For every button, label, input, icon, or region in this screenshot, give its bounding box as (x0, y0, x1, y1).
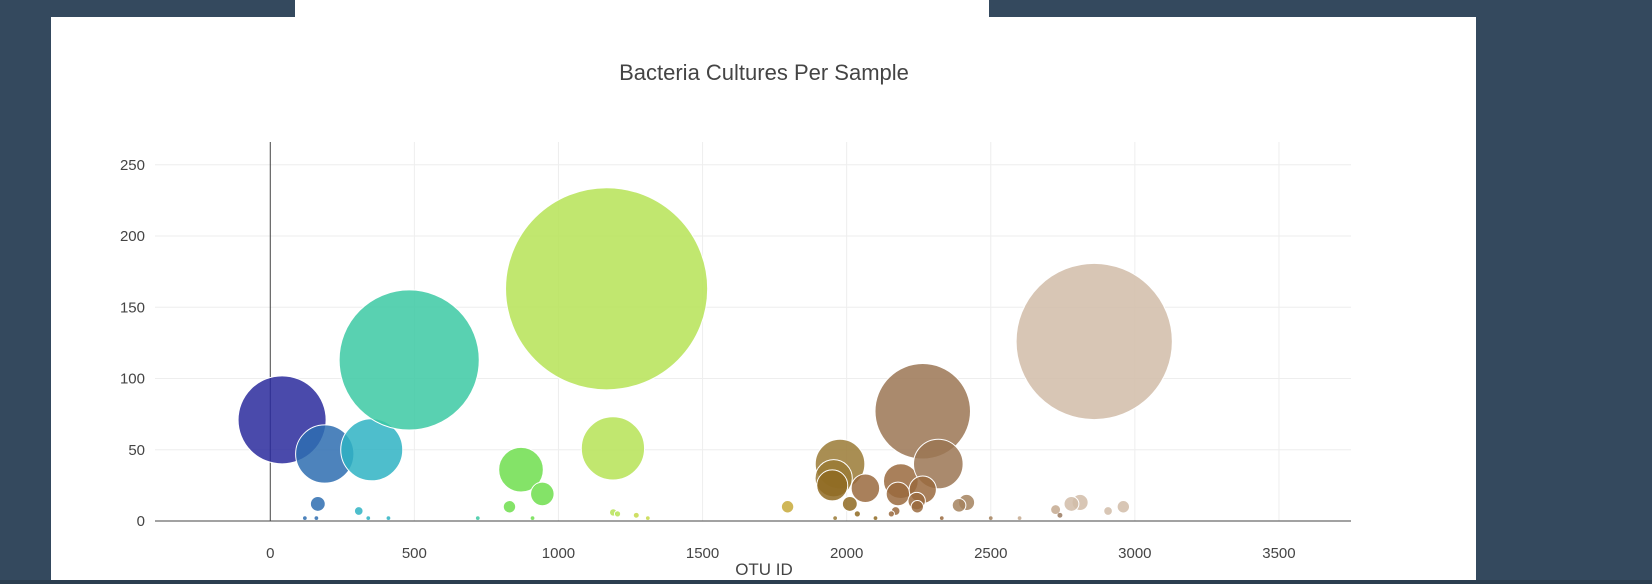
bubble-point[interactable] (633, 512, 639, 518)
bubble-point[interactable] (885, 481, 911, 507)
bubble-point[interactable] (833, 516, 837, 521)
bubble-point[interactable] (1116, 500, 1131, 514)
bubble-point[interactable] (1017, 516, 1022, 521)
bubble-point[interactable] (988, 516, 993, 521)
bubble-point[interactable] (366, 516, 371, 521)
bottom-edge (0, 580, 1652, 584)
x-axis-title: OTU ID (735, 560, 793, 579)
y-tick-label: 150 (120, 299, 145, 316)
bubble-point[interactable] (502, 500, 517, 514)
bubble-point[interactable] (780, 500, 795, 514)
bubble-point[interactable] (386, 516, 391, 521)
bubble-point[interactable] (1103, 506, 1113, 516)
bubble-point[interactable] (505, 187, 709, 391)
x-tick-label: 2000 (830, 545, 863, 562)
bubble-point[interactable] (530, 481, 555, 507)
y-tick-label: 100 (120, 371, 145, 388)
bubble-point[interactable] (910, 500, 924, 514)
y-tick-label: 250 (120, 157, 145, 174)
chart-title: Bacteria Cultures Per Sample (619, 60, 909, 85)
bubble-point[interactable] (309, 495, 326, 512)
bubble-point[interactable] (1063, 495, 1080, 512)
y-tick-label: 200 (120, 228, 145, 245)
bubble-point[interactable] (873, 516, 878, 521)
bubble-layer (237, 187, 1173, 521)
bubble-point[interactable] (613, 510, 622, 518)
x-tick-label: 3000 (1118, 545, 1151, 562)
bubble-point[interactable] (887, 510, 895, 518)
y-tick-label: 0 (137, 513, 145, 530)
bubble-point[interactable] (498, 446, 544, 493)
bubble-point[interactable] (841, 495, 858, 512)
x-tick-label: 0 (266, 545, 274, 562)
bubble-point[interactable] (816, 469, 849, 502)
bubble-point[interactable] (645, 516, 650, 521)
x-tick-label: 2500 (974, 545, 1007, 562)
x-tick-label: 3500 (1262, 545, 1295, 562)
bubble-point[interactable] (1057, 512, 1063, 518)
bubble-point[interactable] (580, 416, 646, 481)
bubble-point[interactable] (338, 289, 480, 431)
bubble-point[interactable] (314, 516, 319, 521)
bubble-point[interactable] (303, 516, 307, 521)
bubble-point[interactable] (853, 510, 861, 518)
bubble-point[interactable] (850, 473, 881, 503)
bubble-point[interactable] (939, 516, 944, 521)
bubble-point[interactable] (1015, 262, 1173, 421)
bubble-point[interactable] (530, 516, 535, 521)
bubble-point[interactable] (475, 516, 480, 521)
x-tick-label: 500 (402, 545, 427, 562)
bubble-point[interactable] (951, 498, 967, 513)
x-tick-label: 1000 (542, 545, 575, 562)
top-tab (295, 0, 989, 17)
y-tick-label: 50 (128, 442, 145, 459)
tick-labels: 0 500 1000 1500 2000 2500 3000 3500 0 50 100 150 200… (120, 157, 1296, 562)
bubble-point[interactable] (1050, 504, 1062, 516)
chart-panel (51, 17, 1476, 580)
x-tick-label: 1500 (686, 545, 719, 562)
bubble-point[interactable] (353, 506, 364, 516)
